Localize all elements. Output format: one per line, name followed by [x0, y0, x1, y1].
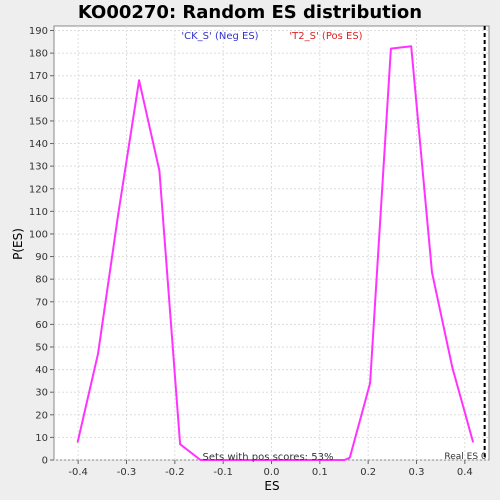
y-tick-label: 40: [35, 365, 48, 376]
series-point: [220, 459, 223, 461]
legend-pos: 'T2_S' (Pos ES): [289, 31, 362, 42]
series-point: [431, 271, 433, 274]
y-tick-label: 30: [35, 388, 48, 399]
y-tick-label: 120: [29, 184, 48, 195]
pos-score-annotation: Sets with pos scores: 53%: [203, 452, 334, 463]
y-axis-ticks: 0 10 20 30 40 50 60 70 80 90 100 110 120 130 140 150 160…: [29, 26, 54, 467]
y-tick-label: 80: [35, 275, 48, 286]
chart-title: KO00270: Random ES distribution: [78, 2, 422, 23]
y-tick-label: 10: [35, 433, 48, 444]
series-point: [117, 212, 120, 215]
y-tick-label: 0: [42, 456, 48, 467]
y-tick-label: 130: [29, 162, 48, 173]
series-point: [138, 79, 140, 82]
y-tick-label: 60: [35, 320, 48, 331]
y-tick-label: 50: [35, 342, 48, 353]
series-point: [76, 441, 79, 443]
series-point: [349, 456, 351, 459]
series-point: [302, 459, 305, 461]
y-tick-label: 20: [35, 410, 48, 421]
y-tick-label: 170: [29, 71, 48, 82]
series-point: [322, 459, 325, 461]
y-tick-label: 150: [29, 116, 48, 127]
y-tick-label: 180: [29, 49, 48, 60]
series-point: [240, 459, 243, 461]
series-point: [410, 45, 412, 48]
x-tick-label: -0.4: [68, 467, 88, 478]
y-tick-label: 110: [29, 207, 48, 218]
series-point: [199, 459, 202, 461]
y-tick-label: 160: [29, 94, 48, 105]
x-tick-label: -0.2: [165, 467, 185, 478]
y-tick-label: 90: [35, 252, 48, 263]
series-point: [158, 169, 161, 172]
x-tick-label: 0.3: [409, 467, 425, 478]
series-point: [390, 47, 392, 50]
series-layer: [76, 45, 474, 461]
y-tick-label: 100: [29, 229, 48, 240]
x-tick-label: 0.0: [264, 467, 280, 478]
x-tick-label: 0.2: [360, 467, 376, 478]
y-axis-label: P(ES): [11, 228, 25, 260]
series-point: [343, 459, 346, 461]
x-tick-label: -0.1: [213, 467, 233, 478]
x-tick-label: 0.1: [312, 467, 328, 478]
series-point: [281, 459, 284, 461]
x-tick-label: -0.3: [117, 467, 137, 478]
x-tick-label: 0.4: [457, 467, 473, 478]
series-point: [451, 366, 454, 369]
x-axis-label: ES: [264, 479, 279, 493]
y-tick-label: 140: [29, 139, 48, 150]
legend-neg: 'CK_S' (Neg ES): [181, 31, 258, 42]
series-point: [369, 382, 371, 384]
x-axis-ticks: -0.4 -0.3 -0.2 -0.1 0.0 0.1 0.2 0.3 0.4: [68, 460, 473, 478]
y-tick-label: 70: [35, 297, 48, 308]
y-tick-label: 190: [29, 26, 48, 37]
series-point: [472, 441, 474, 443]
series-point: [179, 443, 181, 445]
real-es-label: Real ES 0: [444, 452, 487, 462]
series-point: [97, 352, 99, 355]
series-point: [261, 459, 264, 461]
